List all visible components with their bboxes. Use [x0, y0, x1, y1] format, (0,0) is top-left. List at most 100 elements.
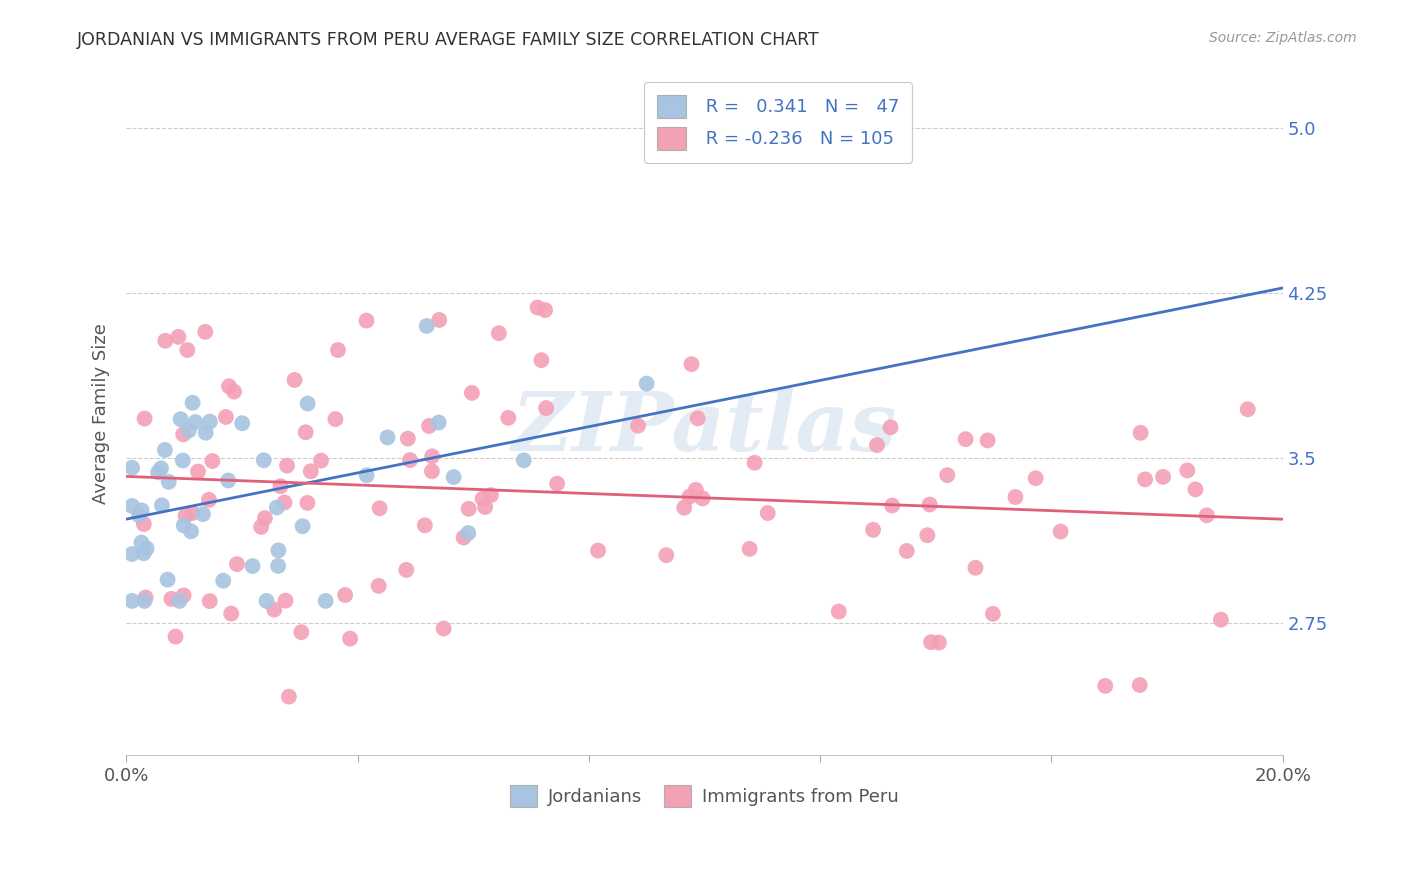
Point — [681, 357, 703, 371]
Text: Source: ZipAtlas.com: Source: ZipAtlas.com — [1209, 31, 1357, 45]
Point — [274, 593, 297, 607]
Y-axis label: Average Family Size: Average Family Size — [93, 324, 110, 504]
Point — [368, 501, 391, 516]
Point — [686, 411, 709, 425]
Point — [157, 475, 180, 489]
Point — [415, 318, 437, 333]
Point — [655, 548, 678, 562]
Point — [395, 563, 418, 577]
Point — [756, 506, 779, 520]
Point — [479, 488, 502, 502]
Point — [131, 535, 153, 549]
Point — [165, 630, 187, 644]
Point — [636, 376, 658, 391]
Point — [131, 503, 153, 517]
Point — [242, 559, 264, 574]
Point — [180, 524, 202, 539]
Point — [1049, 524, 1071, 539]
Point — [150, 461, 173, 475]
Point — [1094, 679, 1116, 693]
Point — [299, 464, 322, 478]
Point — [270, 479, 292, 493]
Point — [201, 454, 224, 468]
Point — [976, 434, 998, 448]
Point — [678, 490, 700, 504]
Point — [283, 373, 305, 387]
Point — [267, 543, 290, 558]
Point — [1184, 483, 1206, 497]
Point — [134, 594, 156, 608]
Point — [121, 594, 143, 608]
Point — [194, 325, 217, 339]
Point — [121, 460, 143, 475]
Point — [219, 607, 242, 621]
Point — [862, 523, 884, 537]
Point — [427, 416, 450, 430]
Point — [866, 438, 889, 452]
Point — [936, 468, 959, 483]
Point — [297, 496, 319, 510]
Point — [198, 415, 221, 429]
Point — [685, 483, 707, 497]
Point — [277, 690, 299, 704]
Point — [132, 516, 155, 531]
Point — [530, 353, 553, 368]
Point — [1175, 463, 1198, 477]
Point — [173, 589, 195, 603]
Point — [291, 519, 314, 533]
Point — [156, 573, 179, 587]
Point — [273, 495, 295, 509]
Point — [526, 301, 548, 315]
Point — [150, 498, 173, 512]
Point — [198, 594, 221, 608]
Point — [174, 508, 197, 523]
Point — [879, 420, 901, 434]
Point — [276, 458, 298, 473]
Point — [453, 531, 475, 545]
Point — [155, 334, 177, 348]
Point — [1129, 678, 1152, 692]
Point — [738, 541, 761, 556]
Point — [955, 432, 977, 446]
Point — [1152, 470, 1174, 484]
Point — [173, 518, 195, 533]
Point — [433, 622, 456, 636]
Point — [226, 557, 249, 571]
Point — [253, 511, 276, 525]
Point — [981, 607, 1004, 621]
Point — [420, 450, 443, 464]
Point — [534, 303, 557, 318]
Point — [169, 412, 191, 426]
Point — [194, 425, 217, 440]
Point — [1025, 471, 1047, 485]
Point — [253, 453, 276, 467]
Point — [218, 379, 240, 393]
Point — [427, 313, 450, 327]
Point — [267, 558, 290, 573]
Point — [315, 594, 337, 608]
Point — [1209, 613, 1232, 627]
Point — [1195, 508, 1218, 523]
Point — [1236, 402, 1258, 417]
Point — [356, 313, 378, 327]
Point — [169, 594, 191, 608]
Point — [920, 635, 942, 649]
Point — [309, 453, 332, 467]
Point — [928, 635, 950, 649]
Point — [396, 432, 419, 446]
Point — [215, 409, 238, 424]
Point — [1004, 490, 1026, 504]
Point — [744, 456, 766, 470]
Point — [1129, 425, 1152, 440]
Point — [256, 594, 278, 608]
Point — [326, 343, 349, 357]
Point — [198, 492, 221, 507]
Point — [474, 500, 496, 514]
Point — [418, 419, 440, 434]
Point — [135, 591, 157, 605]
Point — [121, 499, 143, 513]
Point — [498, 410, 520, 425]
Point — [627, 418, 650, 433]
Point — [413, 518, 436, 533]
Point — [135, 541, 157, 556]
